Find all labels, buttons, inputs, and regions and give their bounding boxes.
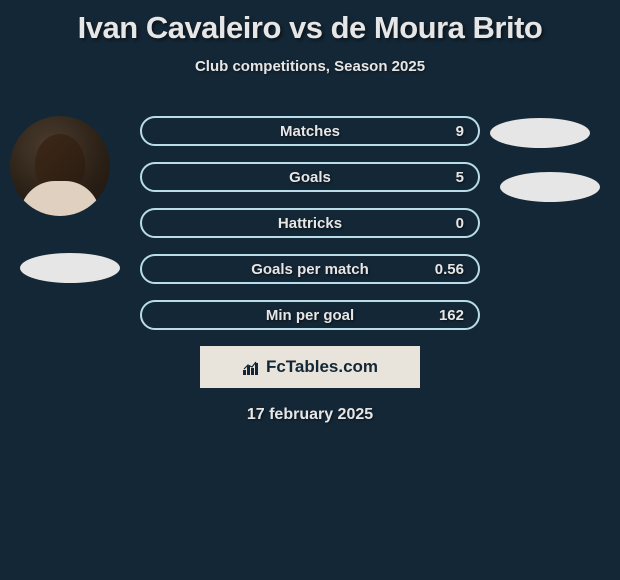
player-avatar-left [10,116,110,216]
oval-placeholder-right-1 [490,118,590,148]
oval-placeholder-right-2 [500,172,600,202]
stat-label: Goals per match [251,261,369,278]
avatar-shoulder [20,181,100,216]
content-area: Matches 9 Goals 5 Hattricks 0 Goals per … [0,98,620,424]
logo-box[interactable]: FcTables.com [200,346,420,388]
stat-bar-goals-per-match: Goals per match 0.56 [140,254,480,284]
stat-value: 0 [456,215,464,232]
stat-value: 0.56 [435,261,464,278]
stat-value: 5 [456,169,464,186]
page-title: Ivan Cavaleiro vs de Moura Brito [20,10,600,46]
logo-text: FcTables.com [266,357,378,377]
header: Ivan Cavaleiro vs de Moura Brito Club co… [0,0,620,98]
oval-placeholder-left [20,253,120,283]
stat-label: Hattricks [278,215,342,232]
chart-icon [242,358,260,376]
page-subtitle: Club competitions, Season 2025 [20,58,600,75]
stat-bar-matches: Matches 9 [140,116,480,146]
stat-label: Matches [280,123,340,140]
stats-container: Matches 9 Goals 5 Hattricks 0 Goals per … [140,98,480,330]
stat-value: 162 [439,307,464,324]
date-text: 17 february 2025 [20,406,600,424]
stat-bar-hattricks: Hattricks 0 [140,208,480,238]
stat-bar-goals: Goals 5 [140,162,480,192]
stat-label: Min per goal [266,307,354,324]
stat-label: Goals [289,169,331,186]
stat-value: 9 [456,123,464,140]
stat-bar-min-per-goal: Min per goal 162 [140,300,480,330]
